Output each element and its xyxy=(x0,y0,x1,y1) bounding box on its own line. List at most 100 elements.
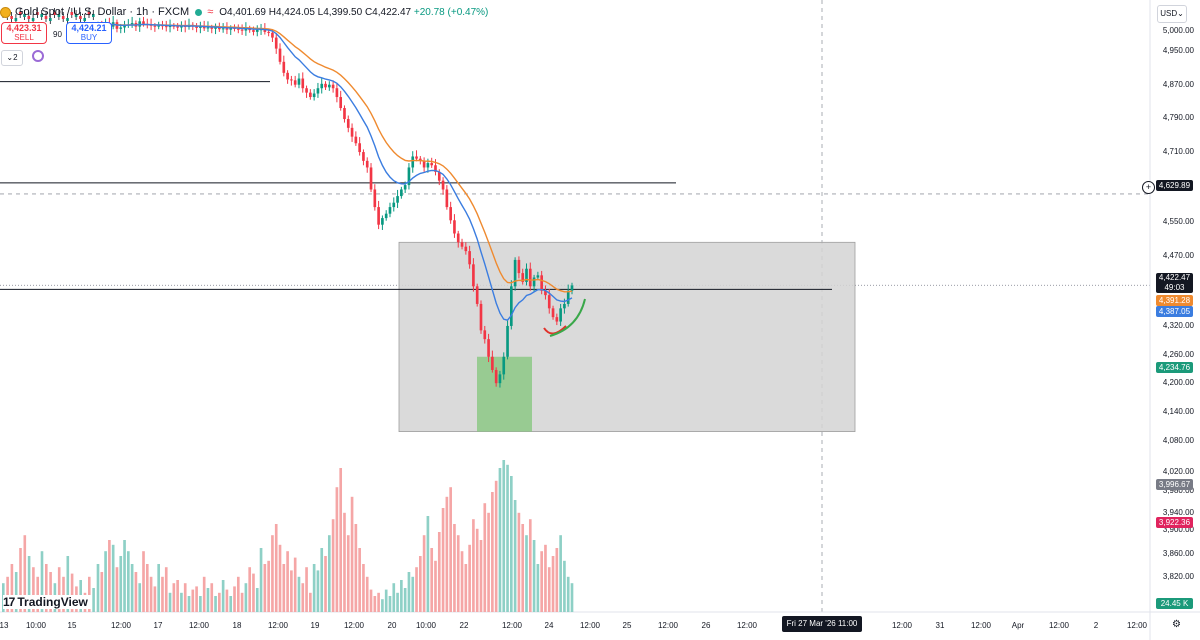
volume-bar xyxy=(259,548,263,612)
time-axis-label: 22 xyxy=(459,621,469,630)
volume-bar xyxy=(377,592,380,612)
time-axis-label: 18 xyxy=(232,621,242,630)
volume-bar xyxy=(479,540,483,612)
volume-bar xyxy=(130,564,134,612)
price-axis-label: 3,900.00 xyxy=(1162,525,1194,534)
volume-bar xyxy=(358,548,361,612)
volume-bar xyxy=(388,596,392,612)
pink-level-tag: 3,922.36 xyxy=(1156,517,1193,528)
volume-bar xyxy=(362,564,365,612)
volume-bar xyxy=(96,564,100,612)
candle-body xyxy=(255,29,259,32)
volume-bar xyxy=(498,468,502,612)
candlesticks xyxy=(1,8,574,388)
volume-bar xyxy=(335,487,339,612)
volume-bar xyxy=(426,516,430,612)
volume-bar xyxy=(115,567,119,612)
volume-bar xyxy=(324,556,327,612)
volume-bar xyxy=(525,535,528,612)
time-axis-label: 12:00 xyxy=(736,621,758,630)
candle-body xyxy=(468,251,471,265)
candle-body xyxy=(388,207,392,214)
candle-body xyxy=(396,196,399,203)
price-axis-label: 4,790.00 xyxy=(1162,113,1194,122)
candle-body xyxy=(271,32,274,38)
sell-button[interactable]: 4,423.31 SELL xyxy=(1,22,47,44)
volume-bar xyxy=(464,564,468,612)
sync-icon[interactable] xyxy=(32,50,44,62)
crosshair-date-tag: Fri 27 Mar '26 11:00 xyxy=(782,616,862,632)
candle-body xyxy=(483,330,487,340)
tradingview-logo[interactable]: 17 TradingView xyxy=(3,595,92,609)
symbol-header[interactable]: Gold Spot / U.S. Dollar · 1h · FXCM ≈ O4… xyxy=(0,4,488,20)
tradingview-logo-text: TradingView xyxy=(17,595,88,609)
candle-body xyxy=(301,78,305,89)
add-alert-icon[interactable]: + xyxy=(1142,181,1155,194)
gear-icon[interactable]: ⚙ xyxy=(1172,619,1181,630)
candle-body xyxy=(346,119,350,128)
candle-body xyxy=(475,286,479,304)
volume-bar xyxy=(430,548,434,612)
candle-body xyxy=(206,27,210,29)
candle-body xyxy=(218,27,221,30)
market-status-dot xyxy=(195,8,203,16)
currency-button[interactable]: USD⌄ xyxy=(1157,5,1187,23)
green-level-tag: 4,234.76 xyxy=(1156,362,1193,373)
volume-bar xyxy=(108,540,111,612)
candle-body xyxy=(384,213,388,219)
candle-body xyxy=(324,83,327,88)
volume-bar xyxy=(206,588,210,612)
volume-bar xyxy=(346,535,350,612)
volume-bar xyxy=(104,551,107,612)
volume-bar xyxy=(343,512,346,612)
currency-label: USD xyxy=(1160,9,1178,18)
volume-bar xyxy=(437,532,441,612)
candle-body xyxy=(168,25,172,28)
buy-label: BUY xyxy=(80,33,98,42)
volume-bar xyxy=(218,592,221,612)
volume-bar xyxy=(27,556,31,612)
horizontal-levels xyxy=(0,81,832,290)
volume-bar xyxy=(506,464,509,612)
volume-bar xyxy=(392,583,396,612)
red-arc xyxy=(543,325,567,335)
candle-body xyxy=(286,72,289,80)
candle-body xyxy=(525,268,528,282)
time-axis-label: 20 xyxy=(387,621,397,630)
price-axis-label: 4,950.00 xyxy=(1162,46,1194,55)
volume-bar xyxy=(532,540,536,612)
volume-bar xyxy=(36,576,39,612)
time-axis-label: 13 xyxy=(0,621,9,630)
volume-bar xyxy=(475,528,479,612)
candle-body xyxy=(119,27,123,29)
time-axis-label: 12:00 xyxy=(1048,621,1070,630)
volume-bar xyxy=(373,596,377,612)
sell-label: SELL xyxy=(14,33,34,42)
candle-body xyxy=(210,27,214,29)
candle-body xyxy=(491,356,494,370)
volume-bar xyxy=(400,580,403,612)
candle-body xyxy=(44,16,48,19)
volume-bar xyxy=(331,519,335,612)
last-price-tag: 4,422.47 49:03 xyxy=(1156,273,1193,293)
time-axis-label: 12:00 xyxy=(188,621,210,630)
volume-bar xyxy=(327,535,331,612)
interval-chip[interactable]: ⌄2 xyxy=(1,50,23,66)
volume-bar xyxy=(415,567,418,612)
candle-body xyxy=(547,295,551,309)
volume-bar xyxy=(566,576,570,612)
symbol-title[interactable]: Gold Spot / U.S. Dollar · 1h · FXCM xyxy=(15,6,190,18)
volume-bar xyxy=(445,496,449,612)
volume-bar xyxy=(502,460,506,612)
volume-bar xyxy=(134,572,138,612)
volume-bar xyxy=(407,572,411,612)
candle-body xyxy=(312,93,316,98)
time-axis-label: 12:00 xyxy=(579,621,601,630)
candle-body xyxy=(70,12,74,15)
buy-button[interactable]: 4,424.21 BUY xyxy=(66,22,112,44)
volume-bar xyxy=(555,548,559,612)
countdown-value: 49:03 xyxy=(1164,283,1185,292)
volume-bar xyxy=(244,583,248,612)
chevron-down-icon: ⌄ xyxy=(1177,9,1184,18)
